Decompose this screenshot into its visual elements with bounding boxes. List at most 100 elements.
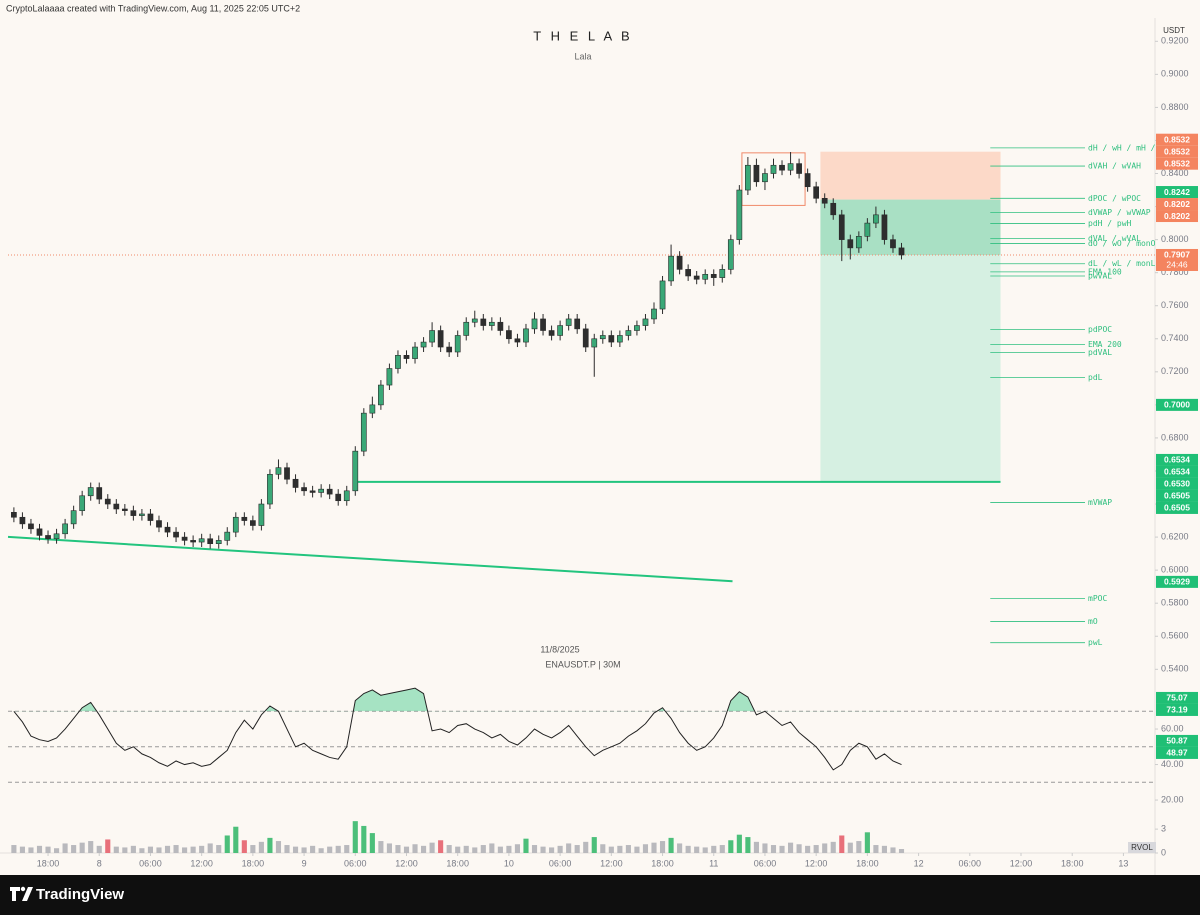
level-label: pdVAL — [1088, 348, 1112, 357]
volume-bar — [856, 841, 862, 853]
x-tick-label: 06:00 — [549, 858, 572, 868]
candle-body — [181, 536, 188, 541]
volume-bar — [96, 845, 102, 853]
y-tick-label: 0.7800 — [1161, 267, 1189, 277]
volume-bar — [45, 846, 51, 853]
volume-bar — [583, 841, 589, 853]
candle-body — [139, 513, 145, 516]
volume-bar — [634, 846, 640, 853]
candle-body — [198, 538, 205, 543]
price-tag — [1156, 465, 1198, 478]
volume-bar — [822, 843, 828, 853]
candle-body — [787, 163, 794, 171]
volume-bar — [378, 841, 384, 853]
price-tag — [1156, 145, 1198, 158]
candle-body — [702, 274, 709, 280]
volume-bar — [438, 840, 444, 853]
volume-bar — [327, 846, 333, 853]
x-tick-label: 18:00 — [242, 858, 265, 868]
volume-bar — [233, 826, 239, 853]
candle-body — [727, 239, 734, 270]
price-tag-label: 75.07 — [1166, 693, 1188, 703]
level-label: dO / wO / monO — [1088, 239, 1156, 248]
candle-body — [360, 412, 367, 452]
x-tick-label: 06:00 — [754, 858, 777, 868]
candle-body — [232, 516, 239, 533]
price-tag — [1156, 398, 1198, 411]
y-tick-label: 0.6800 — [1161, 432, 1189, 442]
volume-bar — [813, 845, 819, 853]
price-tag — [1156, 198, 1198, 211]
volume-bar — [566, 843, 572, 853]
volume-bar — [352, 821, 358, 853]
candle-body — [548, 330, 555, 336]
countdown: 24:46 — [1166, 260, 1188, 270]
candle-body — [326, 488, 333, 495]
footer-brand: TradingView — [36, 886, 124, 903]
volume-bar — [284, 845, 290, 853]
volume-bar — [147, 846, 154, 853]
x-tick-label: 06:00 — [139, 858, 162, 868]
x-tick-label: 12:00 — [600, 858, 623, 868]
candle-body — [557, 325, 563, 336]
candle-body — [608, 335, 615, 343]
price-tag — [1156, 501, 1198, 514]
volume-bar — [480, 845, 486, 853]
volume-bar — [497, 846, 503, 853]
volume-bar — [770, 845, 777, 853]
candle-body — [821, 198, 828, 204]
volume-bar — [182, 847, 188, 853]
level-label: dVAH / wVAH — [1088, 162, 1141, 171]
candle-body — [258, 503, 265, 526]
y-tick-label: 0.5600 — [1161, 631, 1189, 641]
y-tick-label: 0.9200 — [1161, 36, 1189, 46]
candle-body — [668, 255, 674, 282]
volume-bar — [412, 844, 418, 853]
candle-body — [343, 490, 350, 502]
y-tick-label: 0 — [1161, 847, 1166, 857]
candle-body — [830, 202, 837, 216]
x-tick-label: 13 — [1118, 858, 1128, 868]
price-tag-label: 0.6505 — [1164, 491, 1190, 501]
candle-body — [745, 164, 751, 191]
volume-bar — [839, 835, 845, 853]
candle-body — [28, 523, 34, 530]
candle-body — [318, 488, 325, 493]
volume-bar — [292, 846, 299, 853]
y-tick-label: 0.9000 — [1161, 69, 1189, 79]
price-tag-label: 50.87 — [1166, 736, 1188, 746]
candle-body — [540, 318, 546, 331]
logo-icon — [10, 887, 33, 901]
volume-bar — [762, 843, 768, 853]
candle-body — [420, 341, 427, 348]
candle-body — [676, 255, 683, 270]
candle-body — [719, 269, 726, 278]
volume-bar — [736, 834, 742, 853]
volume-bar — [36, 845, 43, 853]
price-tag-label: 0.6530 — [1164, 479, 1190, 489]
volume-bar — [659, 841, 666, 853]
candle-body — [215, 540, 222, 545]
x-tick-label: 18:00 — [446, 858, 469, 868]
x-tick-label: 8 — [97, 858, 102, 868]
x-tick-label: 18:00 — [856, 858, 879, 868]
candle-body — [301, 487, 307, 492]
chart-title: T H E L A B — [533, 28, 632, 43]
volume-bar — [207, 843, 213, 853]
candle-body — [429, 330, 435, 343]
price-tag — [1156, 248, 1198, 271]
candle-body — [96, 487, 103, 500]
price-tag — [1156, 186, 1198, 199]
volume-bar — [54, 848, 60, 853]
volume-bar — [711, 845, 717, 853]
volume-bar — [130, 845, 136, 853]
candle-body — [292, 478, 299, 488]
candle-body — [369, 404, 376, 414]
volume-bar — [864, 832, 870, 853]
candle-body — [779, 164, 785, 171]
price-tag — [1156, 575, 1198, 588]
volume-bar — [873, 845, 879, 853]
candle-body — [121, 508, 128, 511]
